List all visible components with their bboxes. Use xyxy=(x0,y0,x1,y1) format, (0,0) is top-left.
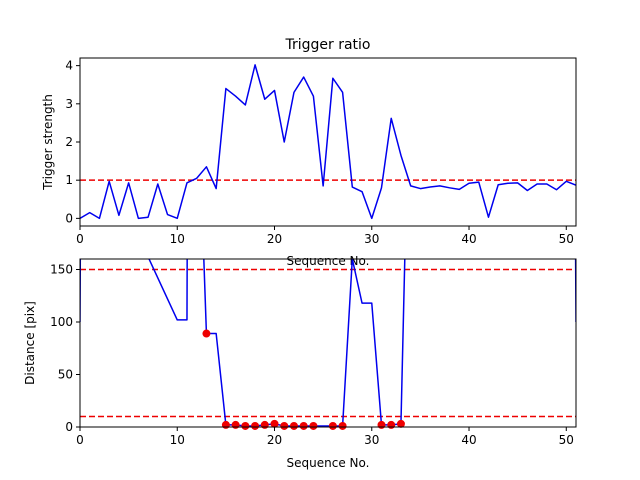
axes-frame xyxy=(79,258,577,428)
x-tick-label: 50 xyxy=(559,433,574,447)
x-tick-label: 10 xyxy=(170,433,185,447)
y-tick-label: 50 xyxy=(58,368,73,382)
y-ticks: 0 1 2 3 4 xyxy=(65,59,80,225)
x-axis-label: Sequence No. xyxy=(287,456,370,470)
data-point xyxy=(251,421,260,430)
y-tick-label: 100 xyxy=(50,315,73,329)
x-axis-label: Sequence No. xyxy=(287,254,370,268)
y-tick-label: 0 xyxy=(65,420,73,434)
data-point xyxy=(338,421,347,430)
data-point xyxy=(289,421,298,430)
x-ticks: 0 10 20 30 40 50 xyxy=(76,427,574,447)
data-point xyxy=(241,421,250,430)
x-tick-label: 10 xyxy=(170,232,185,246)
y-tick-label: 3 xyxy=(65,97,73,111)
series-line xyxy=(80,259,576,427)
series-lines xyxy=(80,64,576,220)
y-tick-label: 150 xyxy=(50,263,73,277)
y-tick-label: 1 xyxy=(65,173,73,187)
x-ticks: 0 10 20 30 40 50 xyxy=(76,226,574,246)
trigger-ratio-subplot: Trigger ratio 0 10 20 30 40 50 0 1 2 3 4 Sequence… xyxy=(41,37,577,268)
threshold-lines xyxy=(80,268,576,418)
data-point xyxy=(280,421,289,430)
data-point xyxy=(377,420,386,429)
y-axis-label: Trigger strength xyxy=(41,94,55,191)
data-point xyxy=(270,419,279,428)
x-tick-label: 40 xyxy=(461,232,476,246)
y-ticks: 0 50 100 150 xyxy=(50,263,80,434)
distance-subplot: 0 10 20 30 40 50 0 50 100 150 Sequence No. Dista… xyxy=(23,258,577,470)
data-point xyxy=(221,420,230,429)
data-point xyxy=(387,420,396,429)
data-point xyxy=(309,421,318,430)
x-tick-label: 20 xyxy=(267,433,282,447)
x-tick-label: 30 xyxy=(364,433,379,447)
chart-title: Trigger ratio xyxy=(284,37,370,53)
y-tick-label: 4 xyxy=(65,59,73,73)
data-point xyxy=(396,419,405,428)
x-tick-label: 50 xyxy=(559,232,574,246)
series-line xyxy=(80,64,576,220)
data-point xyxy=(260,420,269,429)
x-tick-label: 30 xyxy=(364,232,379,246)
axes-frame xyxy=(79,57,577,227)
series-lines xyxy=(80,259,576,427)
y-tick-label: 0 xyxy=(65,211,73,225)
x-tick-label: 40 xyxy=(461,433,476,447)
x-tick-label: 0 xyxy=(76,433,84,447)
data-point xyxy=(328,421,337,430)
y-tick-label: 2 xyxy=(65,135,73,149)
data-point xyxy=(202,329,211,338)
data-point xyxy=(299,421,308,430)
data-point xyxy=(231,420,240,429)
y-axis-label: Distance [pix] xyxy=(23,301,37,385)
x-tick-label: 20 xyxy=(267,232,282,246)
x-tick-label: 0 xyxy=(76,232,84,246)
